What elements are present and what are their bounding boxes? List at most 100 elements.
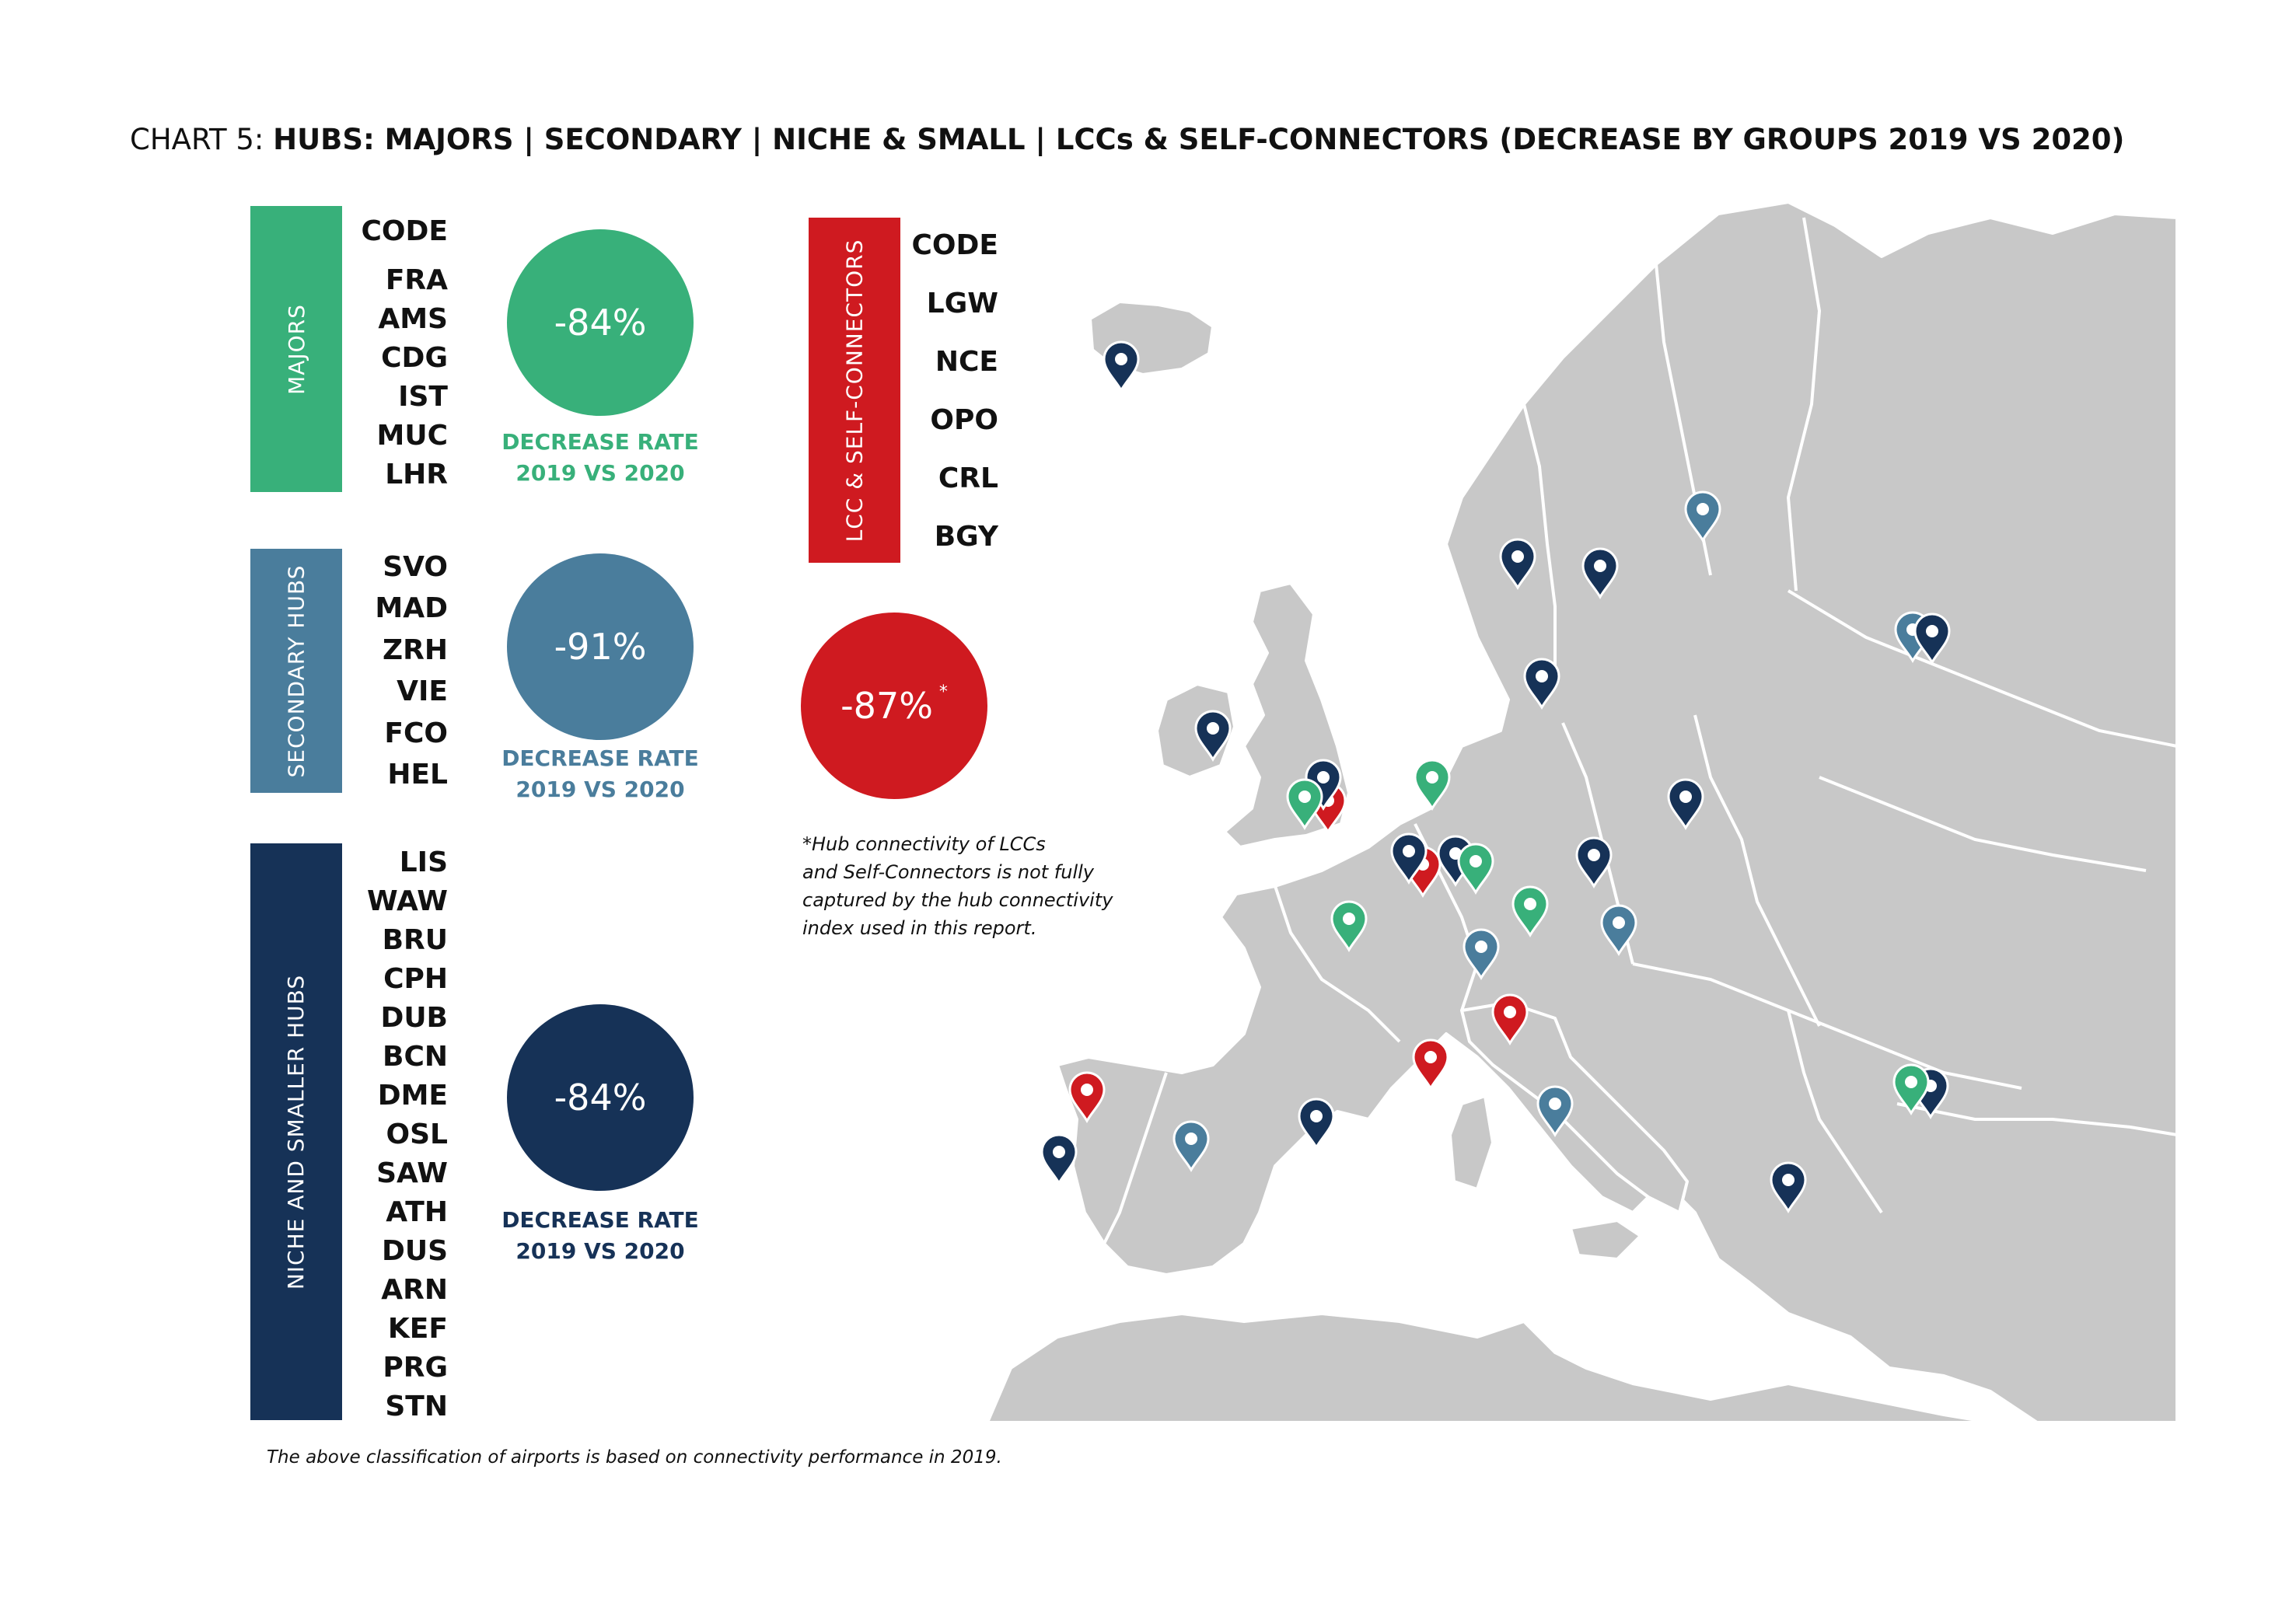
secondary-percent: -91%: [554, 626, 647, 668]
map-pin-niche: [1499, 538, 1536, 591]
border-line: [1896, 1102, 2178, 1136]
border-line: [1786, 217, 1822, 592]
lcc-group-bar: LCC & SELF-CONNECTORS: [809, 218, 900, 563]
majors-code: IST: [398, 381, 448, 413]
map-pin-dot: [1926, 625, 1938, 637]
map-pin-dot: [1310, 1110, 1323, 1122]
niche-code: KEF: [387, 1313, 448, 1345]
majors-code-header: CODE: [361, 215, 449, 247]
majors-rate-line1: DECREASE RATE: [501, 429, 699, 455]
lcc-group-label: LCC & SELF-CONNECTORS: [841, 239, 868, 542]
secondary-code: SVO: [383, 551, 448, 583]
map-pin-majors: [1330, 900, 1368, 953]
north-africa-shape: [986, 1312, 1992, 1424]
secondary-rate-line1: DECREASE RATE: [501, 745, 699, 771]
map-pin-icon: [1414, 759, 1451, 811]
map-pin-dot: [1588, 849, 1600, 861]
secondary-code: MAD: [375, 592, 448, 624]
chart-title-prefix: CHART 5:: [130, 123, 274, 156]
lcc-code: BGY: [934, 521, 998, 553]
map-pin-dot: [1343, 913, 1355, 925]
niche-rate-line2: 2019 VS 2020: [515, 1238, 685, 1264]
lcc-code: NCE: [935, 346, 998, 378]
map-pin-lcc: [1491, 993, 1529, 1046]
map-pin-dot: [1613, 916, 1625, 929]
niche-code: BCN: [383, 1041, 448, 1073]
map-pin-secondary: [1536, 1085, 1574, 1138]
border-line: [1522, 403, 1557, 668]
map-pin-icon: [1511, 885, 1549, 938]
secondary-rate-caption: DECREASE RATE 2019 VS 2020: [484, 743, 717, 805]
majors-code: LHR: [385, 459, 448, 490]
lcc-percent: -87%: [840, 685, 933, 727]
border-line: [1103, 1072, 1168, 1244]
map-pin-icon: [1536, 1085, 1574, 1138]
secondary-group-bar: SECONDARY HUBS: [250, 549, 342, 793]
majors-code: MUC: [376, 420, 448, 452]
secondary-rate-line2: 2019 VS 2020: [515, 777, 685, 802]
map-pin-majors: [1511, 885, 1549, 938]
sicily-shape: [1569, 1219, 1642, 1261]
map-pin-niche: [1581, 547, 1619, 600]
niche-code: SAW: [376, 1157, 448, 1189]
map-pin-dot: [1511, 550, 1524, 563]
map-pin-icon: [1770, 1161, 1807, 1214]
majors-code-list: CODE FRA AMS CDG IST MUC LHR: [342, 215, 449, 497]
map-pin-dot: [1536, 670, 1548, 682]
niche-code: CPH: [383, 963, 448, 995]
majors-group-label: MAJORS: [283, 303, 309, 395]
niche-code: DME: [377, 1080, 448, 1112]
lcc-footnote-line: captured by the hub connectivity: [802, 889, 1113, 911]
map-pin-icon: [1330, 900, 1368, 953]
map-pin-secondary: [1600, 904, 1637, 957]
niche-code: LIS: [399, 846, 448, 878]
map-pin-dot: [1679, 791, 1692, 803]
map-pin-niche: [1523, 658, 1560, 710]
secondary-decrease-circle: -91%: [507, 553, 694, 740]
map-pin-icon: [1412, 1038, 1449, 1091]
map-pin-dot: [1426, 771, 1438, 784]
map-pin-icon: [1581, 547, 1619, 600]
niche-code: OSL: [386, 1119, 448, 1150]
map-pin-dot: [1424, 1051, 1437, 1063]
map-pin-secondary: [1172, 1120, 1210, 1173]
majors-group-bar: MAJORS: [250, 206, 342, 492]
map-pin-niche: [1298, 1098, 1335, 1150]
map-pin-dot: [1594, 560, 1606, 572]
majors-code: FRA: [385, 264, 448, 296]
niche-code: PRG: [383, 1352, 448, 1384]
map-pin-majors: [1286, 778, 1323, 831]
niche-code: STN: [385, 1391, 448, 1422]
map-pin-dot: [1475, 941, 1487, 953]
map-pins: [1040, 340, 1951, 1214]
map-pin-dot: [1549, 1098, 1561, 1110]
map-pin-niche: [1390, 832, 1428, 885]
land-mass: [986, 201, 2179, 1424]
border-line: [1632, 962, 2022, 1090]
map-pin-niche: [1040, 1133, 1078, 1186]
majors-rate-line2: 2019 VS 2020: [515, 460, 685, 486]
map-pin-niche: [1575, 836, 1613, 889]
map-pin-dot: [1504, 1006, 1516, 1018]
lcc-footnote-line: and Self-Connectors is not fully: [802, 861, 1094, 883]
map-pin-niche: [1770, 1161, 1807, 1214]
border-line: [1274, 885, 1401, 1043]
niche-code: WAW: [366, 885, 448, 917]
lcc-code-list: CODE LGW NCE OPO CRL BGY: [902, 232, 999, 558]
map-pin-icon: [1298, 1098, 1335, 1150]
map-pin-icon: [1103, 340, 1140, 393]
lcc-code: CRL: [938, 462, 998, 494]
lcc-footnote-line: *Hub connectivity of LCCs: [802, 833, 1046, 855]
map-pin-icon: [1600, 904, 1637, 957]
niche-rate-line1: DECREASE RATE: [501, 1207, 699, 1233]
map-pin-icon: [1499, 538, 1536, 591]
map-pin-icon: [1068, 1071, 1106, 1124]
map-pin-icon: [1457, 843, 1494, 895]
niche-group-label: NICHE AND SMALLER HUBS: [283, 974, 309, 1290]
border-line: [1693, 714, 1821, 1027]
map-pin-icon: [1194, 710, 1232, 763]
map-pin-dot: [1697, 503, 1709, 515]
map-pin-majors: [1457, 843, 1494, 895]
map-pin-dot: [1081, 1084, 1093, 1096]
